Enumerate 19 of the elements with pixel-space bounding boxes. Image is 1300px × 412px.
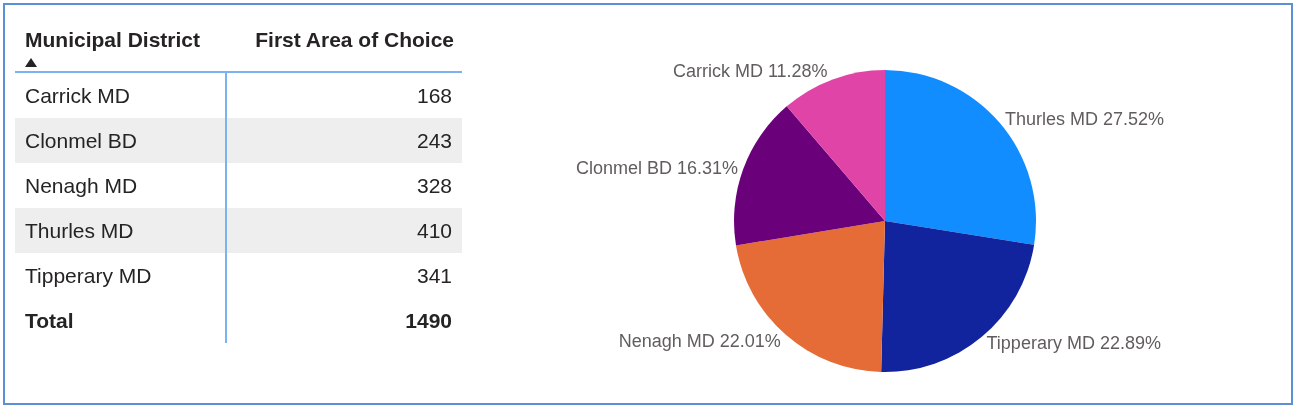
category-label: Carrick MD: [24, 82, 131, 109]
slice-label: Clonmel BD 16.31%: [576, 158, 739, 179]
slice-label: Tipperary MD 22.89%: [986, 333, 1161, 354]
text: Municipal District: [24, 27, 202, 53]
text: Total: [24, 307, 75, 334]
category-label: Clonmel BD: [15, 118, 226, 163]
slice-label: Thurles MD 27.52%: [1004, 108, 1164, 129]
data-label: 341: [225, 253, 462, 298]
category-label: Thurles MD: [15, 208, 226, 253]
text: 1490: [405, 308, 452, 332]
category-label: Nenagh MD: [24, 172, 139, 199]
slice-label: Nenagh MD 22.01%: [618, 330, 781, 351]
data-label: 243: [225, 118, 462, 163]
text: First Area of Choice: [254, 27, 455, 53]
data-label: 168: [225, 72, 462, 118]
slice-label: Carrick MD 11.28%: [672, 60, 828, 81]
data-label: 328: [225, 163, 462, 208]
category-label: Tipperary MD: [24, 262, 153, 289]
data-label: 410: [225, 208, 462, 253]
